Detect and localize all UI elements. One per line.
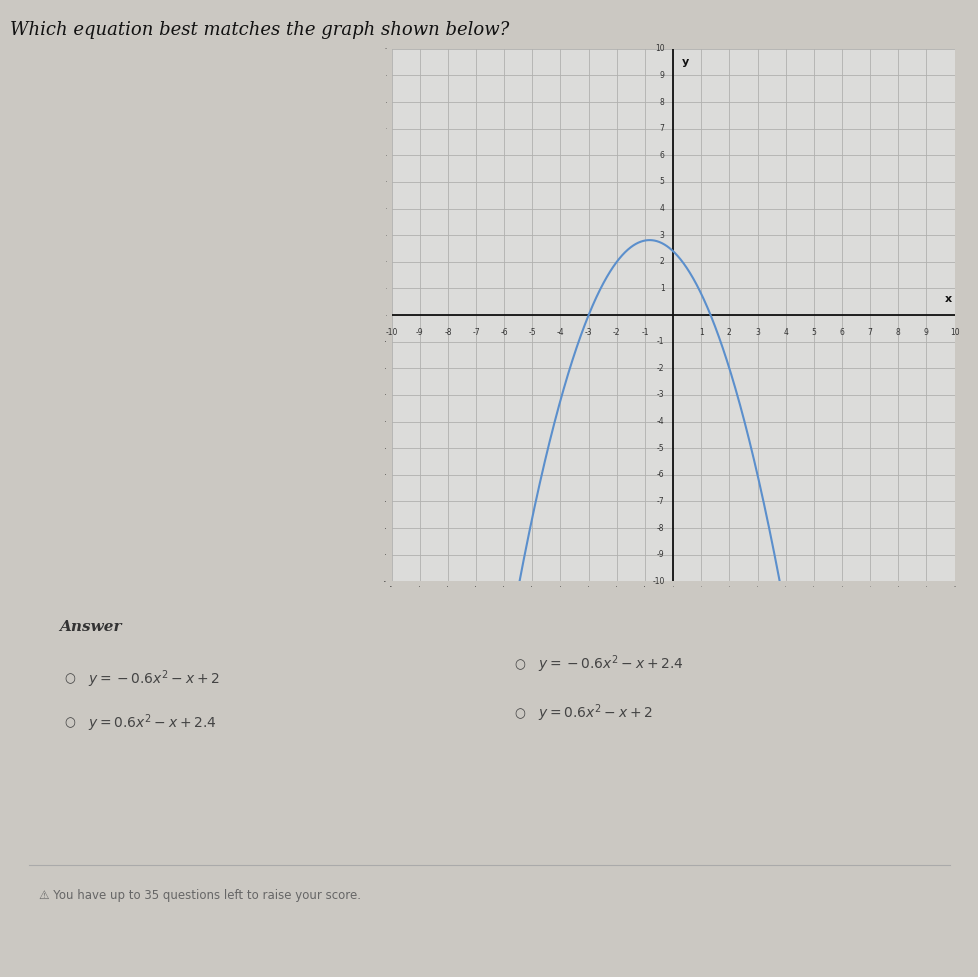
Text: -1: -1 bbox=[656, 337, 664, 346]
Text: $y = 0.6x^2 - x + 2.4$: $y = 0.6x^2 - x + 2.4$ bbox=[88, 712, 216, 734]
Text: 4: 4 bbox=[782, 328, 787, 337]
Text: 2: 2 bbox=[659, 257, 664, 267]
Text: -5: -5 bbox=[656, 444, 664, 452]
Text: -5: -5 bbox=[528, 328, 536, 337]
Text: 5: 5 bbox=[811, 328, 816, 337]
Text: $\bigcirc$: $\bigcirc$ bbox=[64, 672, 75, 686]
Text: y: y bbox=[681, 57, 689, 66]
Text: 8: 8 bbox=[895, 328, 900, 337]
Text: -8: -8 bbox=[444, 328, 451, 337]
Text: $\bigcirc$: $\bigcirc$ bbox=[64, 716, 75, 730]
Text: 1: 1 bbox=[698, 328, 703, 337]
Text: 4: 4 bbox=[659, 204, 664, 213]
Text: Answer: Answer bbox=[59, 620, 121, 634]
Text: -6: -6 bbox=[500, 328, 508, 337]
Text: -9: -9 bbox=[656, 550, 664, 559]
Text: $y = -0.6x^2 - x + 2.4$: $y = -0.6x^2 - x + 2.4$ bbox=[538, 654, 684, 675]
Text: 6: 6 bbox=[659, 150, 664, 160]
Text: -9: -9 bbox=[416, 328, 423, 337]
Text: -6: -6 bbox=[656, 470, 664, 480]
Text: -10: -10 bbox=[651, 576, 664, 586]
Text: Which equation best matches the graph shown below?: Which equation best matches the graph sh… bbox=[10, 21, 509, 39]
Text: 6: 6 bbox=[839, 328, 843, 337]
Text: -2: -2 bbox=[612, 328, 620, 337]
Text: -4: -4 bbox=[656, 417, 664, 426]
Text: -4: -4 bbox=[556, 328, 563, 337]
Text: -7: -7 bbox=[656, 497, 664, 506]
Text: $y = 0.6x^2 - x + 2$: $y = 0.6x^2 - x + 2$ bbox=[538, 702, 652, 724]
Text: 10: 10 bbox=[949, 328, 958, 337]
Text: 3: 3 bbox=[754, 328, 759, 337]
Text: -3: -3 bbox=[584, 328, 592, 337]
Text: 5: 5 bbox=[659, 178, 664, 187]
Text: 7: 7 bbox=[867, 328, 871, 337]
Text: $\bigcirc$: $\bigcirc$ bbox=[513, 706, 525, 720]
Text: 3: 3 bbox=[659, 231, 664, 239]
Text: 2: 2 bbox=[727, 328, 731, 337]
Text: 7: 7 bbox=[659, 124, 664, 133]
Text: -2: -2 bbox=[656, 363, 664, 373]
Text: $y = -0.6x^2 - x + 2$: $y = -0.6x^2 - x + 2$ bbox=[88, 668, 220, 690]
Text: 1: 1 bbox=[659, 284, 664, 293]
Text: -8: -8 bbox=[656, 524, 664, 532]
Text: ⚠ You have up to 35 questions left to raise your score.: ⚠ You have up to 35 questions left to ra… bbox=[39, 889, 361, 902]
Text: 10: 10 bbox=[654, 44, 664, 54]
Text: 9: 9 bbox=[659, 71, 664, 80]
Text: 8: 8 bbox=[659, 98, 664, 106]
Text: -7: -7 bbox=[471, 328, 479, 337]
Text: -3: -3 bbox=[656, 391, 664, 400]
Text: -10: -10 bbox=[385, 328, 397, 337]
Text: 9: 9 bbox=[923, 328, 928, 337]
Text: -1: -1 bbox=[641, 328, 648, 337]
Text: x: x bbox=[944, 294, 951, 305]
Text: $\bigcirc$: $\bigcirc$ bbox=[513, 658, 525, 671]
